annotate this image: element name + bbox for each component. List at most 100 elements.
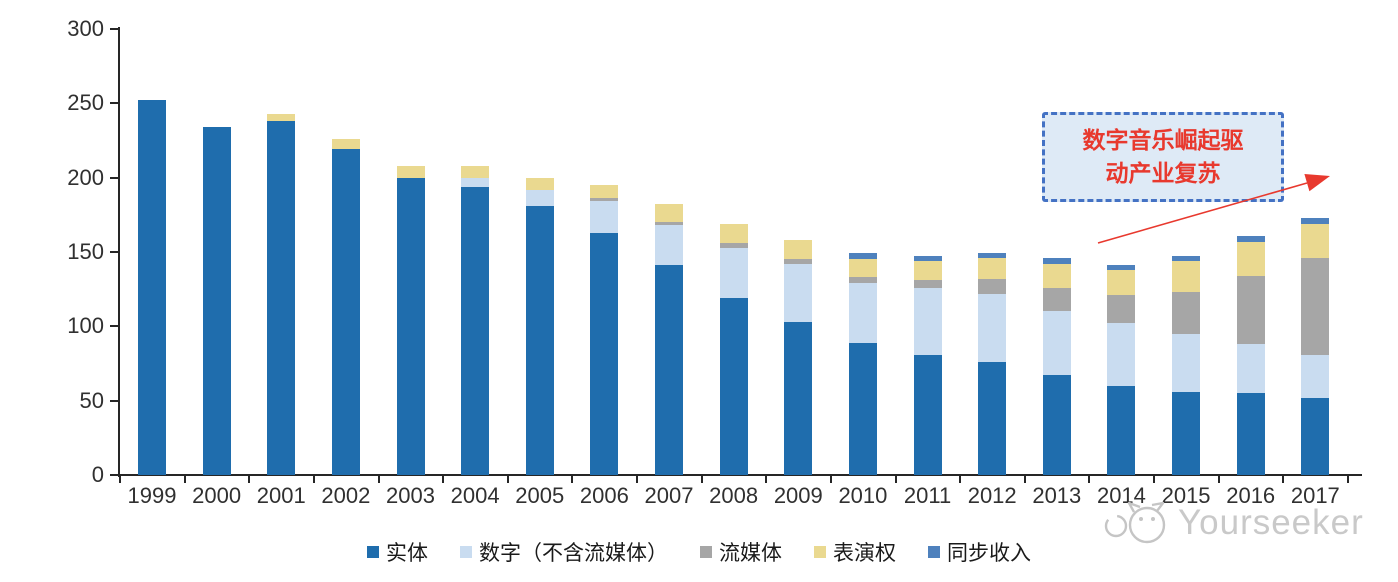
- bar-segment-physical-2001: [267, 121, 296, 475]
- y-axis-tick-label: 200: [67, 164, 104, 190]
- bar-segment-performance-2005: [525, 177, 554, 190]
- x-axis-label-2012: 2012: [967, 483, 1017, 508]
- bar-segment-sync-2011: [913, 256, 942, 261]
- x-axis-label-2001: 2001: [256, 483, 306, 508]
- x-axis-label-2013: 2013: [1032, 483, 1082, 508]
- y-axis-tick: [110, 28, 118, 30]
- x-axis-tick: [1217, 475, 1220, 483]
- legend-label-digital: 数字（不含流媒体）: [479, 542, 668, 565]
- bar-segment-streaming-2010: [848, 277, 877, 284]
- x-axis-tick: [829, 475, 832, 483]
- x-axis-label-2011: 2011: [903, 483, 952, 508]
- bar-segment-sync-2012: [978, 253, 1007, 258]
- x-axis-tick: [571, 475, 574, 483]
- legend-swatch-sync: [928, 546, 940, 558]
- bar-segment-digital-2010: [848, 283, 877, 343]
- bar-segment-physical-2014: [1107, 385, 1136, 475]
- x-axis-label-2010: 2010: [838, 483, 888, 508]
- annotation-text-line1: 数字音乐崛起驱: [1082, 127, 1244, 153]
- y-axis-tick: [110, 325, 118, 328]
- bar-segment-physical-2013: [1042, 375, 1071, 475]
- bar-segment-performance-2003: [396, 165, 425, 178]
- bar-segment-streaming-2016: [1236, 275, 1265, 345]
- bar-segment-performance-2010: [848, 259, 877, 278]
- x-axis-label-2005: 2005: [515, 483, 565, 508]
- bar-segment-performance-2001: [267, 113, 296, 122]
- x-axis-label-2015: 2015: [1161, 483, 1211, 508]
- bar-segment-digital-2013: [1042, 311, 1071, 376]
- x-axis-tick: [636, 475, 639, 483]
- legend-swatch-streaming: [700, 546, 712, 558]
- x-axis-label-2017: 2017: [1290, 483, 1340, 508]
- x-axis-tick: [248, 475, 251, 483]
- bar-segment-sync-2013: [1042, 257, 1071, 264]
- bar-segment-digital-2006: [590, 201, 619, 233]
- x-axis-tick: [183, 475, 186, 483]
- x-axis-tick: [442, 475, 445, 483]
- x-axis-tick: [119, 475, 121, 483]
- legend-item-streaming: 流媒体: [700, 537, 782, 567]
- bar-segment-physical-2007: [655, 265, 684, 475]
- bar-segment-performance-2006: [590, 185, 619, 199]
- annotation-text-line2: 动产业复苏: [1105, 160, 1221, 186]
- x-axis-tick: [1153, 475, 1156, 483]
- y-axis-tick: [110, 399, 118, 402]
- bar-segment-digital-2012: [978, 293, 1007, 362]
- x-axis-label-2002: 2002: [321, 483, 371, 508]
- bar-segment-performance-2011: [913, 260, 942, 281]
- bar-segment-streaming-2011: [913, 280, 942, 288]
- bar-segment-digital-2009: [784, 263, 813, 322]
- yourseeker-logo-icon: [1104, 501, 1166, 544]
- legend-label-streaming: 流媒体: [719, 542, 782, 565]
- x-axis-line: [117, 474, 1362, 476]
- legend-item-digital: 数字（不含流媒体）: [460, 537, 668, 567]
- x-axis-label-2004: 2004: [450, 483, 500, 508]
- bar-segment-sync-2017: [1301, 217, 1330, 224]
- bar-segment-digital-2016: [1236, 344, 1265, 394]
- bar-segment-performance-2013: [1042, 263, 1071, 288]
- y-axis-line: [118, 27, 120, 477]
- y-axis-tick: [110, 251, 118, 253]
- x-axis-label-2003: 2003: [386, 483, 435, 508]
- y-axis-tick-label: 0: [91, 462, 104, 487]
- x-axis-tick: [1282, 475, 1285, 483]
- watermark: Yourseeker: [1100, 497, 1364, 549]
- legend-label-physical: 实体: [386, 542, 428, 565]
- x-axis-tick: [1088, 475, 1091, 483]
- x-axis-tick: [894, 475, 897, 483]
- y-axis-tick-label: 150: [67, 239, 104, 264]
- bar-segment-digital-2014: [1107, 323, 1136, 386]
- bar-segment-streaming-2012: [978, 278, 1007, 294]
- legend-swatch-physical: [367, 546, 379, 558]
- bar-segment-performance-2008: [719, 223, 748, 244]
- legend-item-sync: 同步收入: [928, 537, 1031, 567]
- bar-segment-digital-2011: [913, 287, 942, 355]
- bar-segment-physical-2011: [913, 354, 942, 475]
- bar-segment-performance-2016: [1236, 241, 1265, 276]
- bar-segment-digital-2008: [719, 247, 748, 299]
- bar-segment-streaming-2013: [1042, 287, 1071, 312]
- y-axis-tick: [110, 176, 118, 179]
- y-axis-tick-label: 50: [79, 387, 104, 413]
- x-axis-label-2006: 2006: [579, 483, 629, 508]
- x-axis-label-2014: 2014: [1096, 483, 1146, 508]
- bar-segment-sync-2010: [848, 253, 877, 260]
- bar-segment-streaming-2009: [784, 259, 813, 264]
- x-axis-tick: [377, 475, 380, 483]
- watermark-text: Yourseeker: [1178, 503, 1364, 542]
- legend-label-performance: 表演权: [833, 542, 896, 565]
- bar-segment-sync-2014: [1107, 265, 1136, 270]
- x-axis-label-2000: 2000: [192, 483, 242, 508]
- bar-segment-digital-2007: [655, 225, 684, 266]
- x-axis-label-2009: 2009: [773, 483, 823, 508]
- legend-swatch-performance: [814, 546, 826, 558]
- bar-segment-sync-2016: [1236, 235, 1265, 242]
- annotation-callout: 数字音乐崛起驱 动产业复苏: [1042, 112, 1284, 202]
- bar-segment-physical-2012: [978, 362, 1007, 475]
- bar-segment-performance-2007: [655, 204, 684, 223]
- bar-segment-performance-2015: [1172, 260, 1201, 293]
- bar-segment-digital-2005: [525, 189, 554, 206]
- x-axis-label-2016: 2016: [1226, 483, 1276, 508]
- x-axis-tick: [700, 475, 703, 483]
